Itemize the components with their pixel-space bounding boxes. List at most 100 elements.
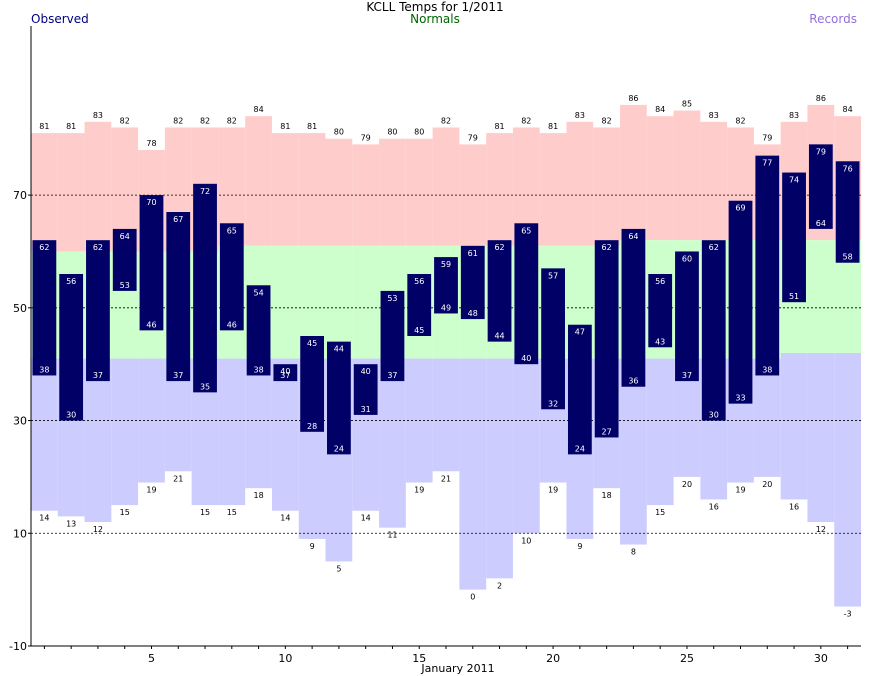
record-low-band [512,358,540,534]
record-high-label: 80 [334,128,344,137]
record-high-label: 86 [816,94,826,103]
observed-low-label: 48 [468,309,478,318]
record-high-label: 78 [146,139,156,148]
observed-bar [32,240,57,376]
record-high-label: 83 [575,111,585,120]
record-high-label: 83 [789,111,799,120]
record-high-band [486,133,513,246]
observed-bar [594,240,619,438]
observed-high-label: 57 [548,271,558,280]
record-low-label: 13 [66,519,76,528]
observed-high-label: 62 [93,243,103,252]
observed-bar [353,364,378,415]
record-high-band [298,133,326,246]
observed-bar [86,240,110,382]
record-high-label: 82 [227,116,237,125]
record-high-label: 81 [494,122,504,131]
observed-bar [273,364,298,382]
observed-high-label: 53 [387,294,397,303]
observed-low-label: 37 [173,371,183,380]
record-high-label: 81 [39,122,49,131]
record-low-band [834,352,861,607]
record-high-label: 82 [200,116,210,125]
observed-bar [246,285,271,376]
x-tick-label: 10 [278,652,292,665]
observed-high-label: 64 [120,232,130,241]
observed-low-label: 32 [548,399,558,408]
observed-high-label: 56 [66,277,76,286]
record-low-band [379,358,406,528]
observed-low-label: 40 [521,354,531,363]
y-tick-label: 70 [13,189,27,202]
observed-low-label: 49 [441,303,451,312]
observed-high-label: 79 [816,147,826,156]
record-high-band [245,116,272,246]
observed-bar [327,341,351,455]
record-low-label: 9 [310,542,315,551]
observed-low-label: 44 [494,332,504,341]
record-high-band [539,133,567,246]
observed-low-label: 30 [709,411,719,420]
record-low-label: 14 [280,514,290,523]
observed-low-label: 33 [735,394,745,403]
record-high-label: 79 [762,133,772,142]
record-low-band [459,358,487,590]
observed-bar [621,228,646,387]
observed-bar [380,290,405,382]
record-high-label: 86 [628,94,638,103]
observed-high-label: 47 [575,328,585,337]
observed-high-label: 77 [762,159,772,168]
observed-low-label: 45 [414,326,424,335]
observed-low-label: 46 [146,320,156,329]
record-high-label: 83 [709,111,719,120]
record-low-band [31,358,58,511]
record-high-label: 79 [468,133,478,142]
record-low-label: 11 [387,531,397,540]
observed-high-label: 74 [789,176,799,185]
record-low-band [780,352,808,500]
record-low-band [245,358,272,489]
record-low-label: 9 [577,542,582,551]
record-high-label: 82 [602,116,612,125]
record-high-band [57,133,85,252]
observed-low-label: 53 [120,281,130,290]
observed-high-label: 59 [441,260,451,269]
record-low-band [432,358,460,472]
record-low-band [753,358,781,477]
observed-bar [701,240,726,421]
record-high-band [31,133,58,252]
record-low-label: 19 [548,486,558,495]
observed-low-label: 43 [655,337,665,346]
record-high-band [325,138,353,246]
observed-high-label: 56 [414,277,424,286]
record-high-label: 81 [548,122,558,131]
observed-bar [193,183,217,393]
record-high-band [673,110,701,241]
record-low-label: 19 [414,486,424,495]
x-tick-label: 5 [148,652,155,665]
observed-low-label: 38 [39,365,49,374]
chart-title: KCLL Temps for 1/2011 [366,0,504,14]
record-high-label: 85 [682,100,692,109]
record-low-label: 15 [227,508,237,517]
observed-low-label: 51 [789,292,799,301]
observed-high-label: 56 [655,277,665,286]
observed-bar [460,245,485,320]
observed-high-label: 62 [494,243,504,252]
record-low-label: 21 [441,474,451,483]
y-tick-label: 10 [13,527,27,540]
record-high-label: 82 [120,116,130,125]
observed-bar [434,257,458,314]
observed-low-label: 31 [361,405,371,414]
observed-high-label: 69 [735,204,745,213]
legend-normals: Normals [410,12,460,26]
observed-high-label: 70 [146,198,156,207]
record-low-label: 5 [336,564,341,573]
observed-bar [514,223,539,365]
observed-high-label: 44 [334,345,344,354]
normal-band [271,245,299,359]
observed-bar [675,251,699,382]
record-high-label: 84 [253,105,263,114]
observed-high-label: 62 [602,243,612,252]
record-low-label: 20 [682,480,692,489]
